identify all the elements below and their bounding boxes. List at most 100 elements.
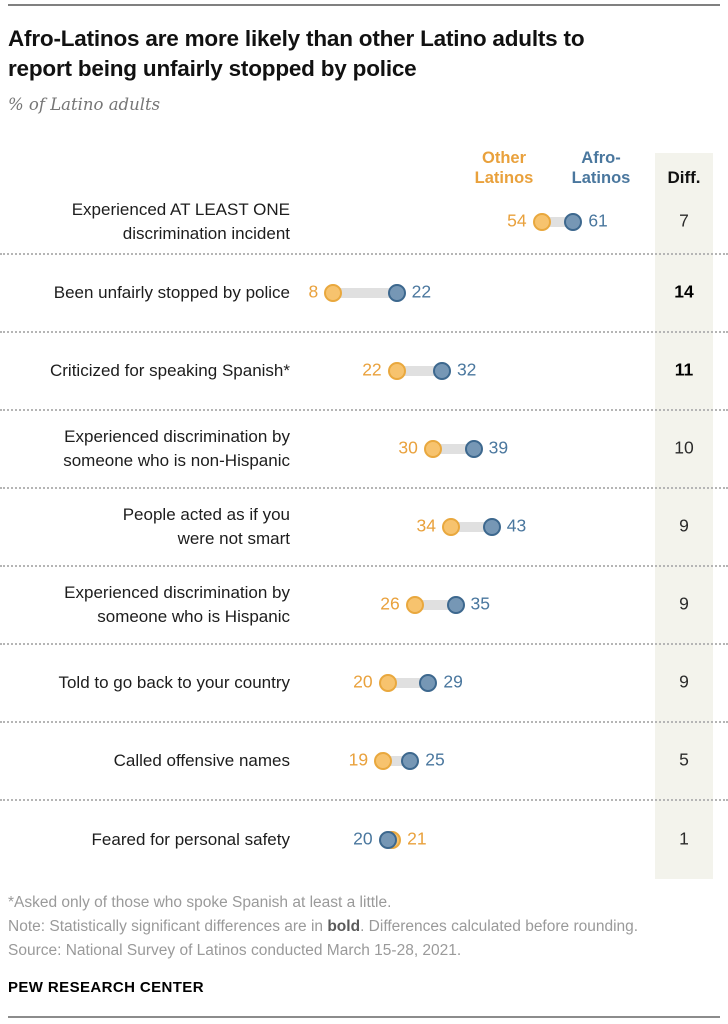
row-dot-plot: 26 35 (290, 567, 728, 643)
other-latinos-dot (423, 440, 442, 458)
diff-column-header: Diff. (667, 168, 701, 187)
afro-latinos-value: 61 (588, 210, 608, 231)
footnote-asterisk: *Asked only of those who spoke Spanish a… (8, 894, 392, 911)
other-latinos-dot (532, 213, 551, 231)
afro-latinos-value: 39 (488, 437, 509, 458)
diff-value: 11 (674, 359, 694, 380)
row-label-line: Been unfairly stopped by police (53, 283, 290, 302)
diff-value: 9 (679, 515, 689, 536)
afro-latinos-value: 43 (506, 515, 527, 536)
other-latinos-value: 54 (507, 210, 527, 231)
chart-row: Experienced discrimination by someone who… (0, 411, 728, 489)
row-label: Feared for personal safety (0, 828, 290, 852)
row-label-line: Feared for personal safety (91, 830, 290, 849)
row-label: Called offensive names (0, 749, 290, 773)
row-label-line: someone who is non-Hispanic (63, 451, 290, 470)
row-dot-plot: 22 32 (290, 333, 728, 409)
afro-latinos-dot (482, 518, 501, 536)
afro-latinos-dot (564, 213, 583, 231)
connector-bar (451, 522, 492, 532)
afro-latinos-value: 22 (411, 281, 432, 302)
connector-bar (414, 600, 456, 610)
row-label: Experienced discrimination by someone who… (0, 581, 290, 629)
row-dot-plot: 54 61 (290, 191, 728, 253)
chart-row: Experienced AT LEAST ONE discrimination i… (0, 191, 728, 255)
afro-latinos-dot (401, 752, 420, 770)
connector-bar (432, 444, 474, 454)
note-bold-word: bold (327, 918, 361, 935)
brand-text: PEW RESEARCH CENTER (8, 979, 204, 996)
chart-row: Experienced discrimination by someone who… (0, 567, 728, 645)
afro-latinos-dot (446, 596, 465, 614)
other-latinos-value: 19 (348, 749, 369, 770)
chart-row: Been unfairly stopped by police 8 22 14 (0, 255, 728, 333)
row-label-line: Experienced AT LEAST ONE (71, 200, 290, 219)
afro-latinos-value: 35 (470, 593, 491, 614)
legend-other-latinos: Other Latinos (474, 149, 534, 187)
diff-value: 9 (679, 593, 689, 614)
afro-latinos-value: 29 (443, 671, 463, 692)
afro-latinos-value: 20 (353, 828, 373, 849)
row-dot-plot: 19 25 (290, 723, 728, 799)
other-latinos-dot (442, 518, 461, 536)
afro-latinos-dot (464, 440, 483, 458)
row-label-line: Criticized for speaking Spanish* (49, 361, 290, 380)
chart-row: People acted as if you were not smart 34 43… (0, 489, 728, 567)
footer-notes: *Asked only of those who spoke Spanish a… (8, 891, 720, 963)
page-title: Afro-Latinos are more likely than other … (8, 26, 585, 81)
diff-value: 10 (674, 437, 694, 458)
row-label-line: Called offensive names (113, 751, 290, 770)
diff-value: 7 (679, 210, 689, 231)
other-latinos-dot (387, 362, 406, 380)
diff-value: 14 (674, 281, 694, 302)
rows-container: Experienced AT LEAST ONE discrimination i… (0, 191, 728, 879)
row-label-line: discrimination incident (122, 224, 290, 243)
other-latinos-dot (405, 596, 424, 614)
footnote-note: Note: Statistically significant differen… (8, 915, 720, 939)
row-label: Told to go back to your country (0, 671, 290, 695)
chart-row: Called offensive names 19 25 5 (0, 723, 728, 801)
row-dot-plot: 30 39 (290, 411, 728, 487)
diff-value: 1 (679, 828, 689, 849)
other-latinos-dot (324, 284, 343, 302)
row-label: Criticized for speaking Spanish* (0, 359, 290, 383)
other-latinos-dot (374, 752, 393, 770)
other-latinos-value: 26 (380, 593, 400, 614)
connector-bar (396, 366, 442, 376)
row-dot-plot: 8 22 (290, 255, 728, 331)
diff-column-background (655, 153, 713, 879)
row-dot-plot: 20 29 (290, 645, 728, 721)
afro-latinos-dot (419, 674, 438, 692)
afro-latinos-value: 32 (456, 359, 477, 380)
row-label: People acted as if you were not smart (0, 503, 290, 551)
legend-row: Other Latinos Afro- Latinos Diff. (0, 145, 728, 191)
afro-latinos-dot (378, 831, 397, 849)
row-dot-plot: 34 43 (290, 489, 728, 565)
footnote-source: Source: National Survey of Latinos condu… (8, 942, 462, 959)
chart-row: Told to go back to your country 20 29 9 (0, 645, 728, 723)
top-rule (8, 4, 720, 6)
note-suffix: . Differences calculated before rounding… (360, 918, 639, 935)
connector-bar (383, 756, 411, 766)
other-latinos-value: 20 (353, 671, 373, 692)
diff-value: 5 (679, 749, 689, 770)
afro-latinos-dot (387, 284, 406, 302)
dumbbell-chart: Other Latinos Afro- Latinos Diff. Experi… (0, 145, 728, 879)
chart-row: Criticized for speaking Spanish* 22 32 11 (0, 333, 728, 411)
chart-row: Feared for personal safety 20 21 1 (0, 801, 728, 879)
legend-afro-latinos: Afro- Latinos (571, 149, 631, 187)
row-label-line: were not smart (177, 529, 290, 548)
row-label: Experienced discrimination by someone who… (0, 425, 290, 473)
bottom-rule (8, 1016, 720, 1018)
row-label-line: someone who is Hispanic (97, 607, 290, 626)
row-label-line: Experienced discrimination by (64, 427, 290, 446)
page-subtitle: % of Latino adults (8, 95, 161, 114)
row-label-line: People acted as if you (122, 505, 290, 524)
other-latinos-value: 34 (416, 515, 437, 536)
afro-latinos-dot (432, 362, 451, 380)
afro-latinos-value: 25 (425, 749, 445, 770)
row-label-line: Experienced discrimination by (64, 583, 290, 602)
note-prefix: Note: Statistically significant differen… (8, 918, 328, 935)
row-label: Experienced AT LEAST ONE discrimination i… (0, 198, 290, 246)
